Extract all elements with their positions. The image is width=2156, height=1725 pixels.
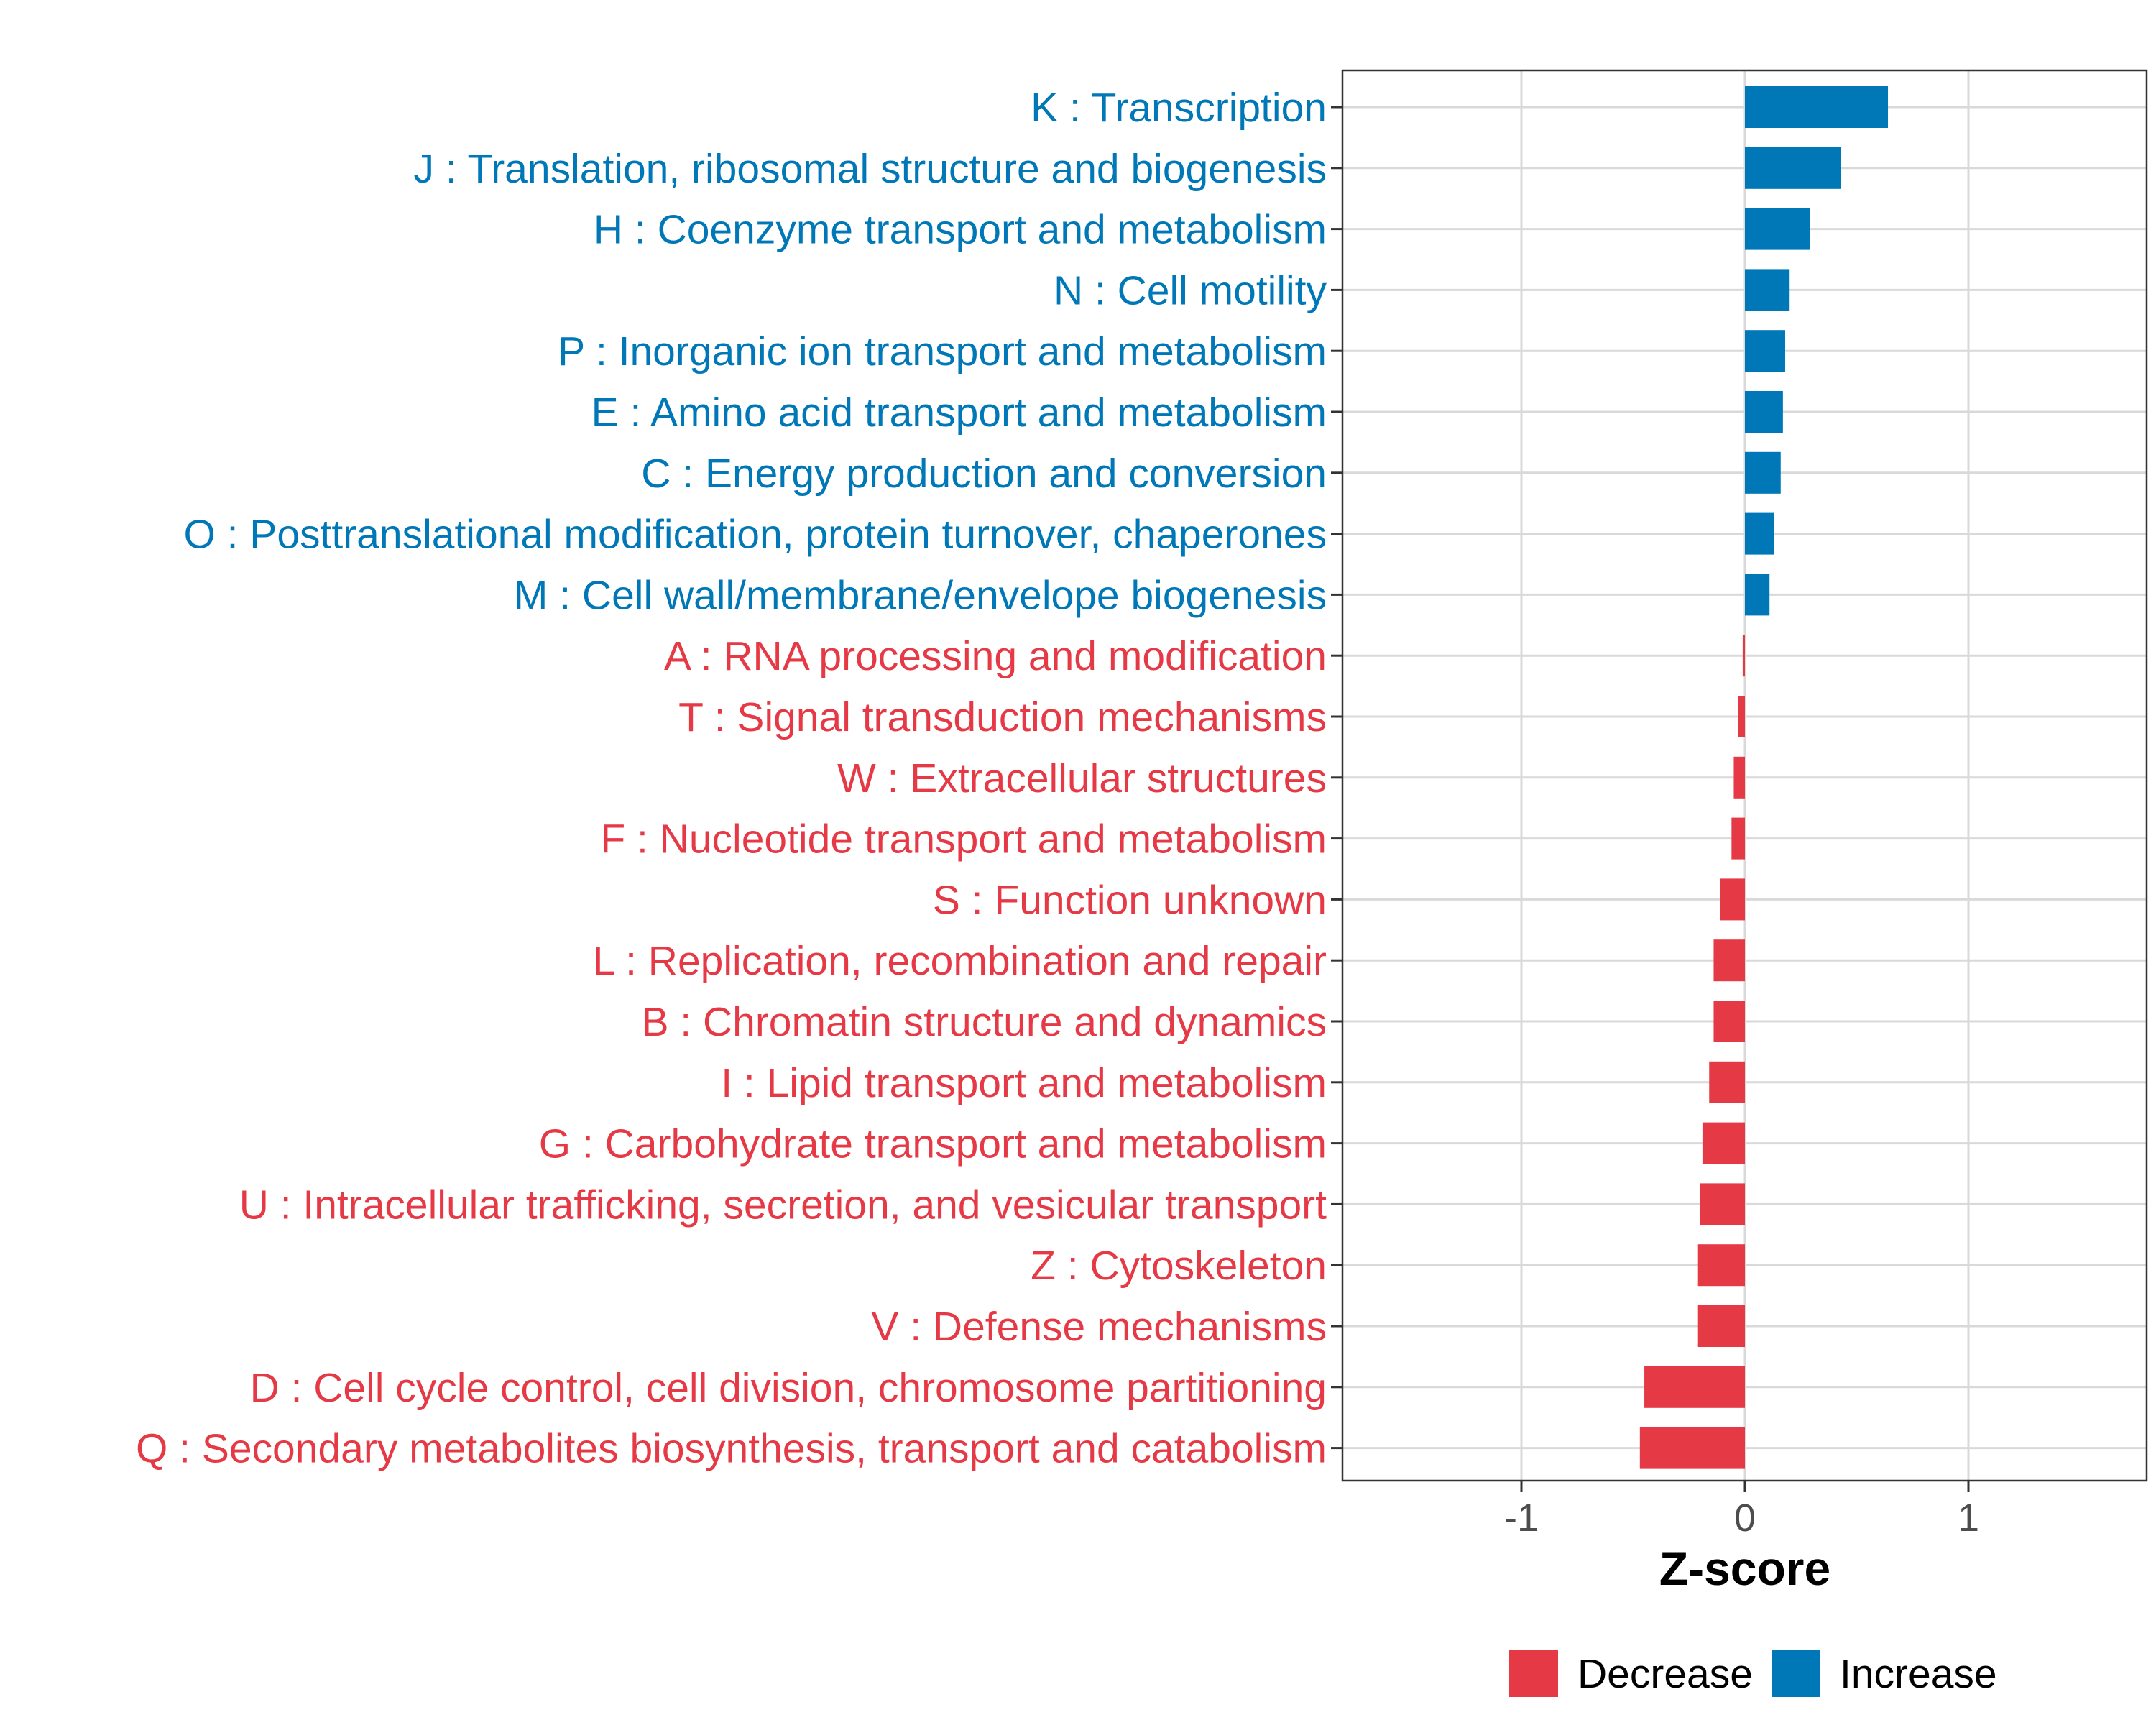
category-label: L : Replication, recombination and repai… — [593, 938, 1327, 984]
bar-series — [1639, 86, 1889, 1469]
category-label: S : Function unknown — [933, 877, 1327, 923]
bar-g — [1702, 1122, 1745, 1164]
legend: Decrease Increase — [1509, 1650, 1997, 1697]
category-label: T : Signal transduction mechanisms — [678, 694, 1327, 740]
bar-f — [1731, 817, 1745, 860]
bar-z — [1697, 1244, 1745, 1287]
bar-h — [1745, 208, 1810, 250]
category-label: P : Inorganic ion transport and metaboli… — [558, 328, 1327, 374]
bar-i — [1709, 1061, 1745, 1103]
category-label: Z : Cytoskeleton — [1031, 1243, 1327, 1289]
y-axis-ticks — [1331, 106, 1342, 1450]
bar-l — [1713, 939, 1745, 982]
x-tick-label: 1 — [1958, 1496, 1979, 1540]
category-label: H : Coenzyme transport and metabolism — [594, 207, 1327, 253]
bar-t — [1738, 696, 1745, 737]
bar-p — [1745, 330, 1785, 372]
category-label: E : Amino acid transport and metabolism — [591, 390, 1327, 436]
category-label: D : Cell cycle control, cell division, c… — [250, 1365, 1327, 1411]
category-label: W : Extracellular structures — [837, 755, 1327, 801]
legend-label-decrease: Decrease — [1577, 1651, 1753, 1697]
category-label: O : Posttranslational modification, prot… — [183, 512, 1327, 558]
category-label: I : Lipid transport and metabolism — [721, 1060, 1327, 1106]
legend-label-increase: Increase — [1840, 1651, 1997, 1697]
bar-c — [1745, 451, 1781, 494]
category-label: N : Cell motility — [1054, 267, 1327, 313]
legend-key-increase — [1772, 1650, 1820, 1697]
bar-k — [1745, 86, 1889, 128]
category-label: C : Energy production and conversion — [641, 451, 1327, 497]
category-label: G : Carbohydrate transport and metabolis… — [539, 1121, 1327, 1167]
legend-key-decrease — [1509, 1650, 1558, 1697]
bar-n — [1745, 269, 1790, 311]
category-label: U : Intracellular trafficking, secretion… — [239, 1182, 1327, 1228]
bar-u — [1700, 1183, 1745, 1225]
category-label: J : Translation, ribosomal structure and… — [414, 146, 1327, 192]
bar-e — [1745, 391, 1783, 433]
x-axis-labels: -1 0 1 — [1504, 1496, 1979, 1540]
category-label: V : Defense mechanisms — [871, 1304, 1327, 1350]
bar-d — [1644, 1366, 1745, 1408]
category-label: B : Chromatin structure and dynamics — [641, 999, 1327, 1045]
bar-s — [1720, 878, 1745, 921]
x-axis-ticks — [1520, 1481, 1970, 1492]
category-label: M : Cell wall/membrane/envelope biogenes… — [514, 572, 1327, 618]
bar-a — [1742, 635, 1745, 677]
bar-w — [1733, 756, 1745, 799]
bar-j — [1745, 147, 1841, 189]
x-axis-title: Z-score — [1659, 1542, 1830, 1595]
x-tick-label: 0 — [1734, 1496, 1756, 1540]
y-axis-labels: K : Transcription J : Translation, riboso… — [136, 85, 1327, 1472]
category-label: K : Transcription — [1031, 85, 1327, 131]
category-label: Q : Secondary metabolites biosynthesis, … — [136, 1426, 1327, 1472]
bar-o — [1745, 512, 1774, 555]
x-tick-label: -1 — [1504, 1496, 1539, 1540]
bar-q — [1639, 1427, 1745, 1469]
category-label: A : RNA processing and modification — [664, 633, 1327, 679]
bar-b — [1713, 1000, 1745, 1042]
bar-m — [1745, 574, 1770, 616]
category-label: F : Nucleotide transport and metabolism — [600, 816, 1327, 862]
bar-v — [1697, 1305, 1745, 1347]
